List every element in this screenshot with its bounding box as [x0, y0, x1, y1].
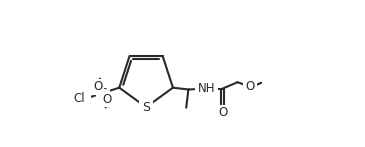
- Text: S: S: [142, 101, 150, 114]
- Text: O: O: [218, 106, 227, 119]
- Text: Cl: Cl: [74, 92, 85, 105]
- Text: O: O: [103, 93, 112, 106]
- Text: NH: NH: [198, 82, 215, 95]
- Text: O: O: [94, 80, 103, 93]
- Text: O: O: [245, 80, 254, 93]
- Text: S: S: [99, 87, 107, 100]
